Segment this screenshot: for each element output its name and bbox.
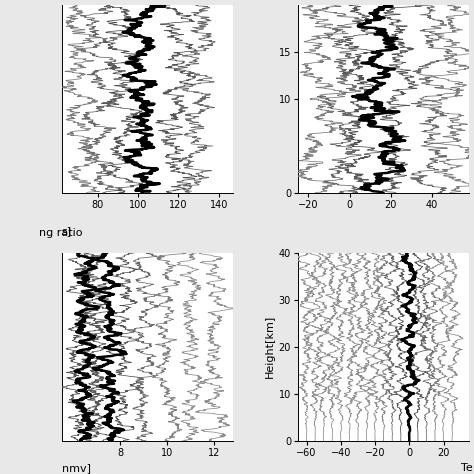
Text: ng ratio: ng ratio <box>39 228 83 238</box>
Text: s]: s] <box>62 227 72 237</box>
Y-axis label: Height[km]: Height[km] <box>264 315 274 378</box>
Text: nmv]: nmv] <box>62 464 91 474</box>
Text: Te: Te <box>461 464 473 474</box>
